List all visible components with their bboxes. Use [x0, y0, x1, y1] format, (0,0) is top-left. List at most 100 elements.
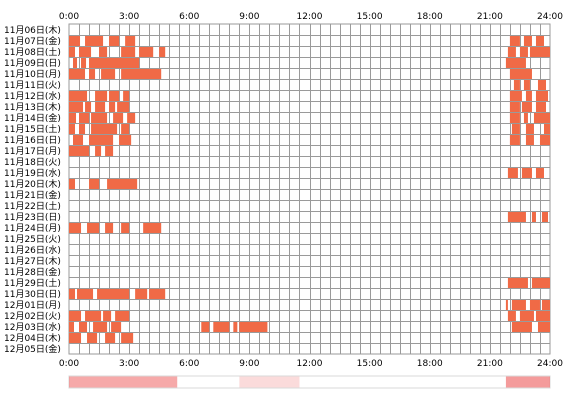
activity-segment	[89, 69, 96, 79]
activity-segment	[535, 36, 544, 46]
row-label: 11月07日(金)	[4, 35, 61, 47]
activity-segment	[69, 322, 75, 332]
activity-segment	[505, 58, 526, 68]
activity-bars	[69, 36, 550, 343]
activity-segment	[509, 36, 520, 46]
x-tick-label-top: 15:00	[357, 12, 383, 22]
activity-segment	[507, 212, 526, 222]
activity-segment	[239, 322, 268, 332]
activity-segment	[69, 102, 84, 112]
activity-segment	[89, 179, 100, 189]
activity-segment	[537, 80, 546, 90]
activity-segment	[105, 223, 114, 233]
activity-segment	[125, 36, 136, 46]
activity-segment	[69, 113, 77, 123]
activity-segment	[79, 113, 90, 123]
activity-segment	[201, 322, 210, 332]
row-label: 11月30日(日)	[4, 289, 61, 300]
row-label: 11月20日(木)	[4, 178, 61, 190]
row-label: 12月01日(月)	[4, 300, 61, 311]
activity-segment	[91, 124, 118, 134]
activity-segment	[535, 91, 548, 101]
x-tick-label-bottom: 12:00	[297, 359, 323, 369]
row-label: 11月12日(水)	[4, 90, 61, 102]
row-label: 11月23日(日)	[4, 212, 61, 223]
activity-segment	[109, 91, 120, 101]
activity-segment	[533, 113, 550, 123]
activity-segment	[127, 113, 136, 123]
activity-segment	[523, 80, 530, 90]
x-tick-label-top: 3:00	[119, 12, 139, 22]
activity-segment	[97, 289, 130, 299]
activity-segment	[135, 289, 148, 299]
activity-segment	[85, 102, 92, 112]
activity-segment	[121, 124, 130, 134]
x-tick-label-bottom: 9:00	[239, 359, 259, 369]
activity-segment	[99, 47, 108, 57]
activity-segment	[531, 212, 536, 222]
activity-segment	[69, 36, 81, 46]
x-tick-label-bottom: 21:00	[477, 359, 503, 369]
activity-segment	[541, 212, 548, 222]
activity-segment	[109, 36, 120, 46]
activity-segment	[121, 333, 134, 343]
activity-segment	[85, 36, 104, 46]
activity-segment	[507, 278, 528, 288]
row-label: 11月24日(月)	[4, 223, 61, 234]
row-label: 11月27日(木)	[4, 255, 61, 267]
activity-segment	[93, 322, 108, 332]
activity-segment	[521, 168, 532, 178]
activity-segment	[69, 311, 82, 321]
x-tick-label-top: 12:00	[297, 12, 323, 22]
row-label: 12月02日(火)	[4, 311, 61, 322]
activity-segment	[69, 146, 90, 156]
activity-segment	[115, 311, 130, 321]
activity-segment	[77, 289, 94, 299]
row-label: 11月18日(火)	[4, 157, 61, 168]
activity-segment	[121, 69, 162, 79]
activity-segment	[525, 124, 534, 134]
activity-segment	[511, 300, 526, 310]
activity-segment	[509, 102, 520, 112]
activity-segment	[233, 322, 238, 332]
row-label: 11月16日(日)	[4, 135, 61, 146]
activity-segment	[81, 58, 87, 68]
activity-segment	[535, 168, 544, 178]
row-label: 12月05日(金)	[4, 343, 61, 355]
activity-segment	[505, 300, 508, 310]
activity-segment	[69, 333, 82, 343]
activity-segment	[509, 91, 522, 101]
row-label: 11月10日(月)	[4, 69, 61, 80]
activity-segment	[119, 135, 132, 145]
activity-segment	[107, 179, 138, 189]
x-tick-label-top: 24:00	[537, 12, 563, 22]
activity-segment	[89, 58, 140, 68]
activity-segment	[507, 168, 518, 178]
row-label: 11月19日(水)	[4, 167, 61, 179]
row-label: 11月26日(水)	[4, 244, 61, 256]
activity-segment	[79, 47, 92, 57]
row-label: 12月04日(木)	[4, 332, 61, 344]
activity-segment	[101, 69, 116, 79]
row-label: 11月09日(日)	[4, 58, 61, 69]
activity-segment	[149, 289, 166, 299]
bottom-time-axis: 0:00 3:00 6:00 9:00 12:00 15:00 18:00 21:00 24:0…	[59, 359, 563, 369]
row-label: 11月25日(火)	[4, 234, 61, 245]
activity-segment	[105, 146, 114, 156]
activity-segment	[103, 311, 112, 321]
x-tick-label-bottom: 0:00	[59, 359, 79, 369]
activity-segment	[95, 102, 106, 112]
activity-segment	[507, 311, 516, 321]
row-label: 11月14日(金)	[4, 112, 61, 124]
activity-segment	[117, 102, 130, 112]
row-label: 11月08日(土)	[4, 46, 61, 58]
x-tick-label-top: 18:00	[417, 12, 443, 22]
activity-segment	[87, 333, 98, 343]
activity-segment	[213, 322, 230, 332]
activity-segment	[73, 58, 78, 68]
activity-segment	[69, 69, 86, 79]
activity-segment	[509, 69, 532, 79]
activity-segment	[535, 102, 546, 112]
activity-segment	[91, 113, 108, 123]
